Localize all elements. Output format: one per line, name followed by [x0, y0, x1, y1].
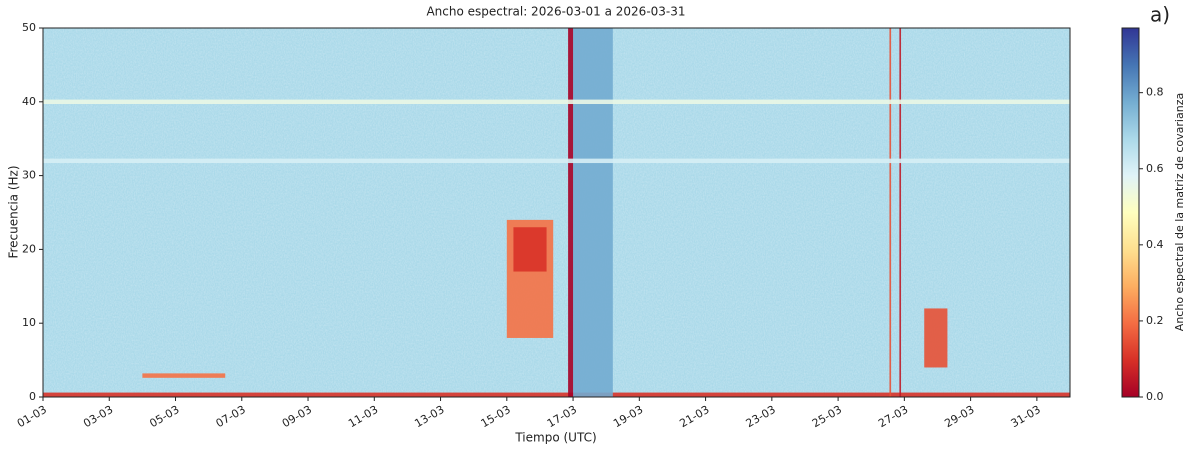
y-tick-label: 30: [22, 169, 36, 182]
x-tick-label: 09-03: [280, 403, 314, 430]
colorbar: 0.0 0.2 0.4 0.6 0.8: [1122, 28, 1164, 403]
x-tick-label: 07-03: [214, 403, 248, 430]
colorbar-tick-label: 0.6: [1146, 162, 1164, 175]
spectral-region: [889, 28, 892, 397]
spectral-region: [568, 28, 574, 397]
y-tick-label: 20: [22, 242, 36, 255]
plot-area: [43, 28, 1070, 397]
colorbar-label: Ancho espectral de la matriz de covarian…: [1173, 93, 1185, 331]
x-tick-label: 15-03: [479, 403, 513, 430]
x-tick-label: 11-03: [346, 403, 380, 430]
y-tick-label: 10: [22, 316, 36, 329]
y-tick-label: 0: [29, 390, 36, 403]
spectral-region: [142, 373, 226, 378]
y-tick-label: 40: [22, 95, 36, 108]
x-tick-label: 27-03: [876, 403, 910, 430]
x-tick-label: 17-03: [545, 403, 579, 430]
x-tick-label: 25-03: [810, 403, 844, 430]
colorbar-tick-label: 0.8: [1146, 86, 1164, 99]
x-tick-label: 31-03: [1009, 403, 1043, 430]
spectral-region: [924, 308, 948, 368]
x-tick-label: 01-03: [15, 403, 49, 430]
x-tick-label: 23-03: [744, 403, 778, 430]
x-tick-label: 05-03: [147, 403, 181, 430]
spectral-region: [899, 28, 902, 397]
chart-title: Ancho espectral: 2026-03-01 a 2026-03-31: [426, 5, 685, 19]
panel-label: a): [1150, 3, 1170, 27]
colorbar-frame: [1121, 27, 1140, 398]
spectral-region: [43, 392, 1070, 397]
spectral-region: [43, 158, 1070, 164]
spectral-region: [513, 227, 547, 272]
x-tick-label: 03-03: [81, 403, 115, 430]
colorbar-fill: [1122, 28, 1139, 397]
colorbar-tick-label: 0.2: [1146, 314, 1164, 327]
spectral-region: [43, 99, 1070, 105]
colorbar-tick-label: 0.0: [1146, 390, 1164, 403]
x-tick-label: 13-03: [412, 403, 446, 430]
axes-frame: [42, 27, 1071, 398]
x-tick-label: 29-03: [942, 403, 976, 430]
y-tick-label: 50: [22, 21, 36, 34]
x-tick-label: 19-03: [611, 403, 645, 430]
x-axis-label: Tiempo (UTC): [514, 431, 596, 445]
noise-texture: [43, 28, 1070, 397]
x-tick-label: 21-03: [677, 403, 711, 430]
spectral-region: [573, 28, 613, 397]
y-axis-label: Frecuencia (Hz): [7, 165, 21, 258]
colorbar-tick-label: 0.4: [1146, 238, 1164, 251]
